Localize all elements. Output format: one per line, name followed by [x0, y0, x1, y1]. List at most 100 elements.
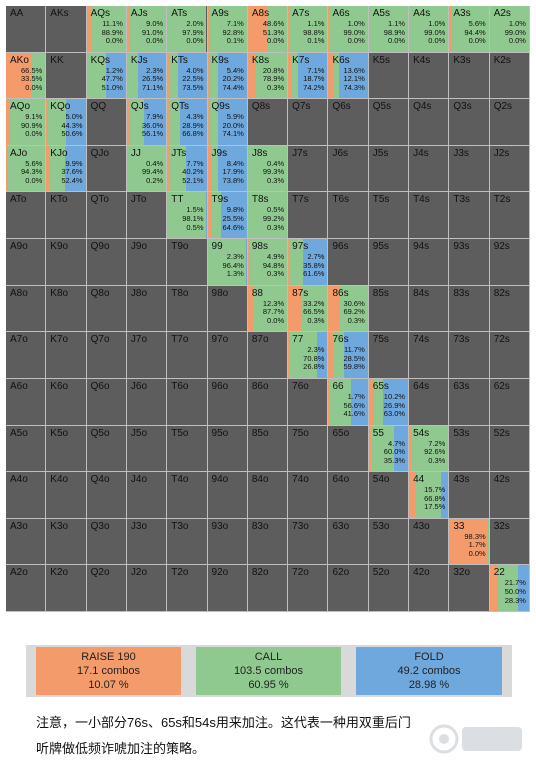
hand-cell-J4s: J4s	[409, 145, 450, 193]
raise-frequency-bar	[207, 239, 209, 285]
hand-label: 65o	[332, 427, 350, 439]
hand-frequencies: 11.1% 88.9% 0.0%	[101, 19, 123, 46]
hand-label: 63o	[332, 520, 350, 532]
raise-frequency-bar	[126, 99, 131, 145]
call-frequency-bar	[266, 6, 288, 52]
call-combos: 103.5 combos	[233, 665, 304, 677]
fold-frequency-bar	[138, 52, 167, 99]
hand-label: 43s	[453, 474, 470, 486]
raise-frequency-bar	[247, 239, 250, 285]
hand-frequencies: 1.7% 56.6% 41.6%	[343, 391, 365, 419]
hand-label: K3o	[50, 520, 69, 532]
hand-frequencies: 1.5% 98.1% 0.5%	[182, 205, 204, 232]
hand-label: A8o	[10, 287, 28, 299]
hand-cell-Q5o: Q5o	[86, 425, 127, 473]
hand-label: Q5o	[90, 427, 110, 439]
hand-label: 87s	[292, 287, 309, 299]
hand-label: AKo	[10, 54, 29, 66]
hand-cell-A9s: 7.1% 92.8% 0.1% A9s	[207, 6, 248, 53]
hand-label: 98o	[211, 287, 229, 299]
call-frequency-bar	[340, 285, 368, 332]
hand-label: 72s	[493, 334, 510, 346]
hand-label: J7s	[292, 147, 308, 159]
raise-title: RAISE 190	[81, 651, 136, 663]
hand-cell-T5o: T5o	[167, 425, 208, 473]
hand-cell-A7o: A7o	[6, 332, 47, 379]
hand-label: 64s	[413, 380, 430, 392]
hand-label: KJo	[50, 147, 68, 159]
hand-label: A9s	[211, 8, 229, 19]
hand-cell-J8o: J8o	[126, 285, 168, 333]
hand-frequencies: 1.0% 99.0% 0.0%	[504, 19, 526, 46]
hand-label: A8s	[251, 8, 270, 19]
hand-label: J7o	[130, 334, 148, 346]
hand-cell-Q7s: Q7s	[288, 99, 329, 146]
hand-label: JJ	[130, 147, 141, 159]
hand-cell-J9o: J9o	[126, 239, 168, 286]
hand-cell-J6s: J6s	[328, 145, 369, 193]
hand-frequencies: 11.7% 28.5% 59.8%	[343, 345, 365, 372]
hand-frequencies: 1.1% 98.9% 0.0%	[383, 19, 406, 46]
raise-frequency-bar	[126, 6, 131, 52]
hand-label: 74s	[413, 334, 430, 346]
hand-label: 75o	[292, 427, 309, 439]
call-frequency-bar	[451, 6, 489, 52]
hand-cell-A4o: A4o	[6, 472, 47, 519]
hand-label: T9o	[171, 241, 189, 253]
hand-label: JTs	[171, 147, 187, 159]
caption-line-1: 注意，一小部分76s、65s和54s用来加注。这代表一种用双重后门	[36, 715, 411, 730]
hand-cell-J7s: J7s	[288, 145, 329, 193]
call-frequency-bar	[167, 192, 207, 239]
hand-label: J9s	[211, 147, 228, 159]
hand-cell-63o: 63o	[328, 518, 369, 566]
hand-frequencies: 2.3% 96.4% 1.3%	[222, 252, 244, 279]
call-frequency-bar	[256, 52, 288, 99]
hand-cell-Q3s: Q3s	[449, 99, 490, 146]
hand-cell-QJs: 7.9% 36.0% 56.1% QJs	[126, 99, 168, 146]
raise-frequency-bar	[368, 425, 371, 472]
hand-cell-52o: 52o	[368, 565, 410, 612]
hand-label: Q8s	[251, 101, 271, 113]
hand-label: ATo	[10, 194, 27, 206]
call-frequency-bar	[9, 99, 46, 145]
hand-cell-AA: AA	[6, 6, 47, 53]
hand-cell-K3o: K3o	[46, 518, 87, 566]
call-frequency-bar	[210, 145, 218, 192]
raise-frequency-bar	[167, 99, 169, 145]
hand-cell-T8s: 0.5% 99.2% 0.3% T8s	[247, 192, 289, 240]
hand-label: AJs	[130, 8, 148, 19]
hand-cell-43s: 43s	[449, 472, 490, 519]
hand-cell-K5o: K5o	[46, 425, 87, 473]
hand-label: 43o	[413, 520, 430, 532]
hand-cell-75o: 75o	[288, 425, 329, 473]
hand-cell-42s: 42s	[489, 472, 530, 519]
hand-label: Q4s	[413, 101, 432, 113]
hand-label: T7o	[171, 334, 189, 346]
hand-cell-K7o: K7o	[46, 332, 87, 379]
hand-frequencies: 10.2% 26.9% 63.0%	[383, 391, 406, 419]
hand-cell-Q9s: 5.9% 20.0% 74.1% Q9s	[207, 99, 248, 146]
hand-cell-KK: KK	[46, 52, 87, 100]
hand-cell-82o: 82o	[247, 565, 289, 612]
hand-cell-A8o: A8o	[6, 285, 47, 333]
hand-label: 76o	[292, 380, 309, 392]
call-frequency-bar	[127, 145, 167, 192]
hand-cell-K3s: K3s	[449, 52, 490, 100]
hand-cell-65o: 65o	[328, 425, 369, 473]
hand-frequencies: 12.3% 87.7% 0.0%	[262, 298, 285, 325]
raise-frequency-bar	[207, 52, 210, 99]
raise-frequency-bar	[6, 145, 9, 192]
hand-label: T6s	[332, 194, 350, 206]
raise-summary: RAISE 190 17.1 combos 10.07 %	[36, 647, 181, 695]
fold-frequency-bar	[180, 99, 207, 145]
hand-label: 83s	[453, 287, 470, 299]
hand-label: K5s	[372, 54, 390, 66]
call-frequency-bar	[289, 239, 304, 285]
hand-cell-Q2s: Q2s	[489, 99, 530, 146]
hand-label: Q6s	[332, 101, 351, 113]
hand-label: 53o	[372, 520, 390, 532]
call-frequency-bar	[8, 145, 46, 192]
hand-label: A7s	[292, 8, 310, 19]
fold-frequency-bar	[298, 52, 328, 99]
fold-frequency-bar	[217, 99, 247, 145]
